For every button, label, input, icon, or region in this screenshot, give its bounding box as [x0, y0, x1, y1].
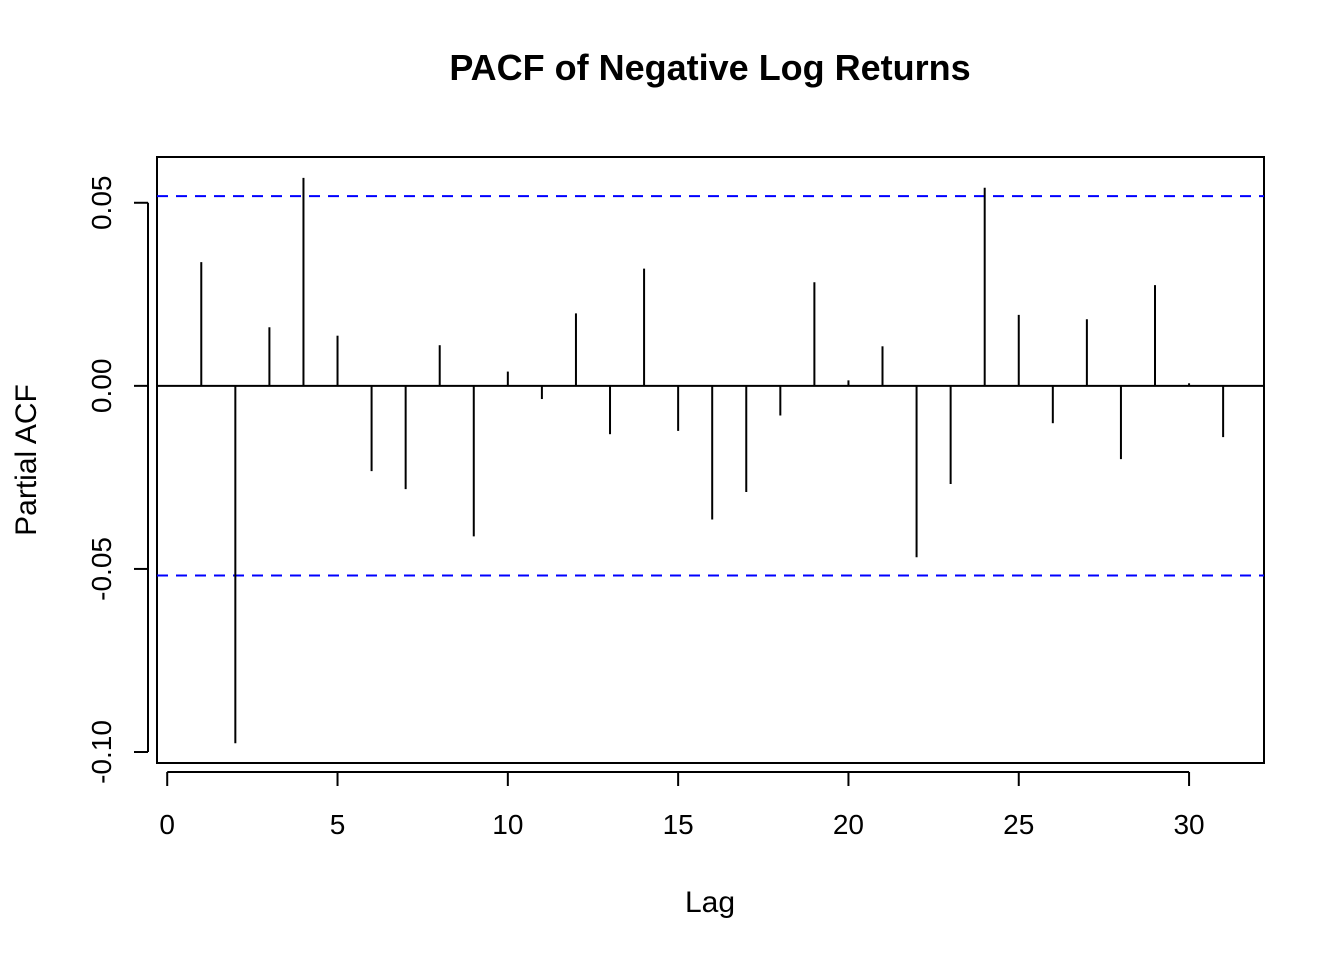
x-tick-label-0: 0 [159, 809, 175, 840]
x-axis-label: Lag [685, 886, 735, 919]
chart-title: PACF of Negative Log Returns [449, 47, 970, 88]
x-tick-label-30: 30 [1173, 809, 1204, 840]
y-axis-label: Partial ACF [10, 384, 43, 536]
x-tick-label-10: 10 [492, 809, 523, 840]
plot-area: 0 5 10 15 20 25 30 -0.10 -0.05 0.00 0.05 [86, 156, 1265, 840]
y-tick-label-1: -0.05 [86, 537, 117, 601]
y-tick-label-2: 0.00 [86, 359, 117, 414]
x-tick-label-15: 15 [663, 809, 694, 840]
x-tick-label-20: 20 [833, 809, 864, 840]
y-tick-label-3: 0.05 [86, 176, 117, 231]
plot-frame [156, 156, 1265, 764]
x-tick-label-5: 5 [330, 809, 346, 840]
x-tick-label-25: 25 [1003, 809, 1034, 840]
y-tick-label-0: -0.10 [86, 720, 117, 784]
